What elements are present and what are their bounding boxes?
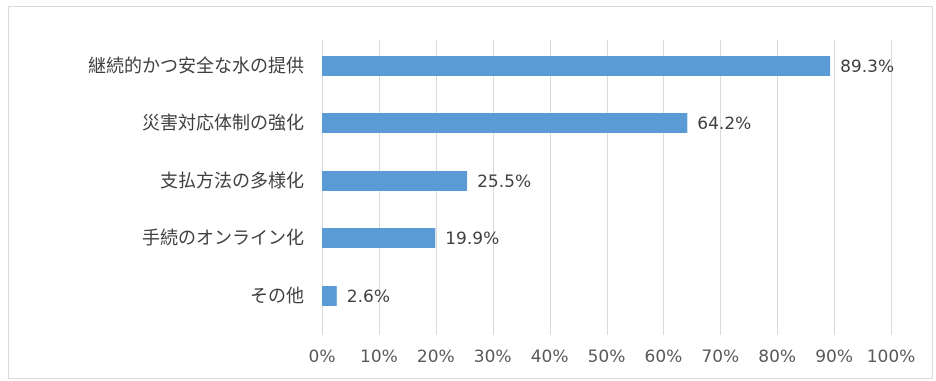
x-tick-label: 40% (531, 347, 569, 367)
bar (322, 171, 468, 191)
category-label: その他 (250, 286, 304, 307)
data-label: 19.9% (445, 229, 499, 249)
bar (322, 286, 337, 306)
x-tick-label: 80% (758, 347, 796, 367)
data-label: 2.6% (347, 287, 390, 307)
labels: 継続的かつ安全な水の提供 89.3% 災害対応体制の強化 64.2% 支払方法の多様化 2… (88, 56, 894, 307)
data-label: 89.3% (840, 57, 894, 77)
bar (322, 228, 436, 248)
x-tick-label: 30% (474, 347, 512, 367)
category-label: 手続のオンライン化 (142, 228, 304, 249)
data-label: 64.2% (697, 114, 751, 134)
x-tick-label: 60% (645, 347, 683, 367)
category-label: 災害対応体制の強化 (142, 113, 304, 134)
x-tick-label: 100% (867, 347, 916, 367)
gridlines (322, 40, 892, 335)
x-tick-label: 50% (588, 347, 626, 367)
x-tick-label: 20% (417, 347, 455, 367)
bars (322, 56, 831, 306)
category-label: 支払方法の多様化 (160, 171, 304, 192)
x-tick-label: 10% (360, 347, 398, 367)
category-label: 継続的かつ安全な水の提供 (88, 56, 304, 77)
x-tick-label: 70% (701, 347, 739, 367)
bar (322, 56, 831, 76)
x-axis-ticks: 0% 10% 20% 30% 40% 50% 60% 70% 80% 90% 100% (309, 347, 916, 367)
x-tick-label: 90% (815, 347, 853, 367)
x-tick-label: 0% (309, 347, 336, 367)
data-label: 25.5% (477, 172, 531, 192)
bar (322, 113, 688, 133)
